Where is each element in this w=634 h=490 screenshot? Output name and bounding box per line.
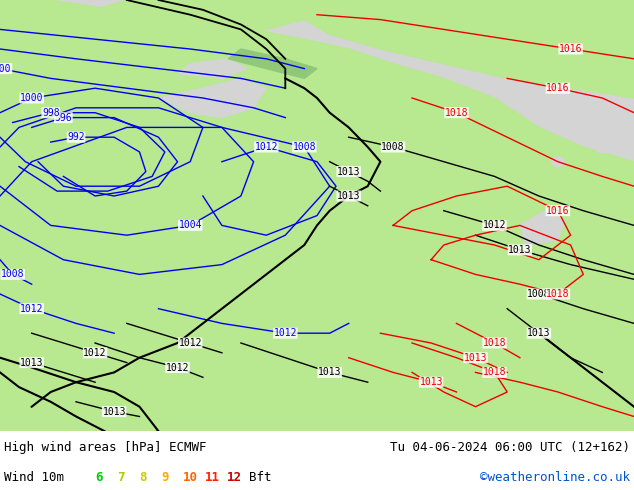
Polygon shape bbox=[178, 59, 247, 78]
Text: 1012: 1012 bbox=[83, 348, 107, 358]
Text: 1012: 1012 bbox=[178, 338, 202, 348]
Text: 1012: 1012 bbox=[482, 220, 507, 230]
Text: 1018: 1018 bbox=[482, 368, 507, 377]
Text: 1018: 1018 bbox=[546, 289, 570, 299]
Circle shape bbox=[552, 157, 564, 167]
Text: 1018: 1018 bbox=[444, 108, 469, 118]
Text: 7: 7 bbox=[117, 470, 124, 484]
Text: 1016: 1016 bbox=[546, 83, 570, 93]
Text: 1016: 1016 bbox=[559, 44, 583, 54]
Text: 1013: 1013 bbox=[527, 328, 551, 338]
Text: 998: 998 bbox=[42, 108, 60, 118]
Text: 1000: 1000 bbox=[0, 64, 12, 74]
Text: 1016: 1016 bbox=[546, 206, 570, 216]
Text: 1013: 1013 bbox=[508, 245, 532, 255]
Text: 1008: 1008 bbox=[1, 270, 25, 279]
Text: 11: 11 bbox=[205, 470, 220, 484]
Text: 1013: 1013 bbox=[102, 407, 126, 416]
Text: Tu 04-06-2024 06:00 UTC (12+162): Tu 04-06-2024 06:00 UTC (12+162) bbox=[390, 441, 630, 454]
Text: 1008: 1008 bbox=[381, 142, 405, 152]
Text: 1008: 1008 bbox=[292, 142, 316, 152]
Polygon shape bbox=[158, 78, 266, 118]
Text: 1012: 1012 bbox=[20, 304, 44, 314]
Text: 1012: 1012 bbox=[254, 142, 278, 152]
Text: 6: 6 bbox=[95, 470, 103, 484]
Text: ©weatheronline.co.uk: ©weatheronline.co.uk bbox=[480, 470, 630, 484]
Circle shape bbox=[595, 141, 610, 153]
Polygon shape bbox=[95, 0, 304, 49]
Text: 1013: 1013 bbox=[337, 167, 361, 176]
Polygon shape bbox=[0, 0, 634, 431]
Text: 1013: 1013 bbox=[463, 353, 488, 363]
Text: 1013: 1013 bbox=[318, 368, 342, 377]
Text: 1000: 1000 bbox=[20, 93, 44, 103]
Polygon shape bbox=[228, 49, 317, 78]
Text: Wind 10m: Wind 10m bbox=[4, 470, 64, 484]
Polygon shape bbox=[285, 0, 634, 98]
Text: 992: 992 bbox=[67, 132, 85, 142]
Text: 9: 9 bbox=[161, 470, 169, 484]
Text: 1008: 1008 bbox=[527, 289, 551, 299]
Text: 12: 12 bbox=[227, 470, 242, 484]
Polygon shape bbox=[520, 211, 564, 245]
Text: 1013: 1013 bbox=[20, 358, 44, 368]
Text: 996: 996 bbox=[55, 113, 72, 122]
Text: 1012: 1012 bbox=[165, 363, 190, 372]
Text: 10: 10 bbox=[183, 470, 198, 484]
Text: 1018: 1018 bbox=[482, 338, 507, 348]
Text: High wind areas [hPa] ECMWF: High wind areas [hPa] ECMWF bbox=[4, 441, 207, 454]
Circle shape bbox=[567, 120, 586, 135]
Text: 1013: 1013 bbox=[419, 377, 443, 387]
Text: 8: 8 bbox=[139, 470, 146, 484]
Text: 1004: 1004 bbox=[178, 220, 202, 230]
Text: Bft: Bft bbox=[249, 470, 271, 484]
Text: 1012: 1012 bbox=[273, 328, 297, 338]
Text: 1013: 1013 bbox=[337, 191, 361, 201]
